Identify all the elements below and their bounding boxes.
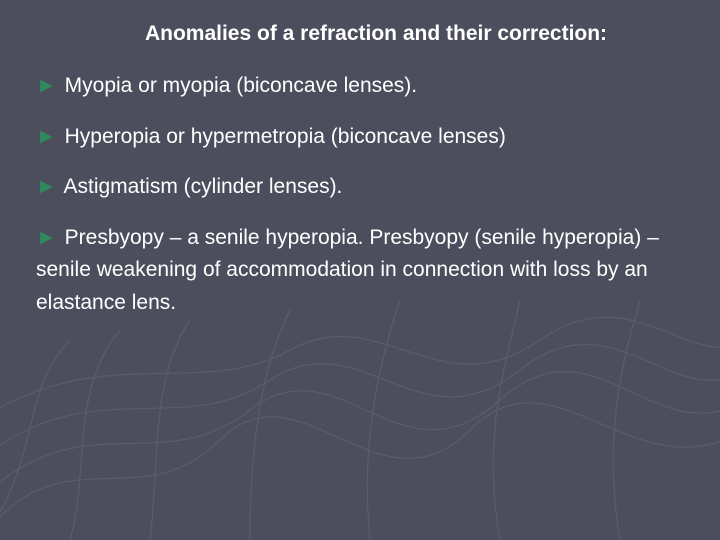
- item-text: Presbyopy – a senile hyperopia. Presbyop…: [36, 226, 659, 314]
- play-bullet-icon: ►: [36, 175, 57, 198]
- slide-title: Anomalies of a refraction and their corr…: [36, 22, 684, 46]
- play-bullet-icon: ►: [36, 226, 57, 249]
- play-bullet-icon: ►: [36, 74, 57, 97]
- bullet-item: ► Astigmatism (cylinder lenses).: [36, 171, 684, 204]
- play-bullet-icon: ►: [36, 125, 57, 148]
- bullet-item: ► Myopia or myopia (biconcave lenses).: [36, 70, 684, 103]
- bullet-item: ► Presbyopy – a senile hyperopia. Presby…: [36, 222, 684, 320]
- slide: Anomalies of a refraction and their corr…: [0, 0, 720, 540]
- item-text: Astigmatism (cylinder lenses).: [63, 175, 342, 198]
- bullet-item: ► Hyperopia or hypermetropia (biconcave …: [36, 121, 684, 154]
- item-text: Myopia or myopia (biconcave lenses).: [65, 74, 418, 97]
- item-text: Hyperopia or hypermetropia (biconcave le…: [65, 125, 506, 148]
